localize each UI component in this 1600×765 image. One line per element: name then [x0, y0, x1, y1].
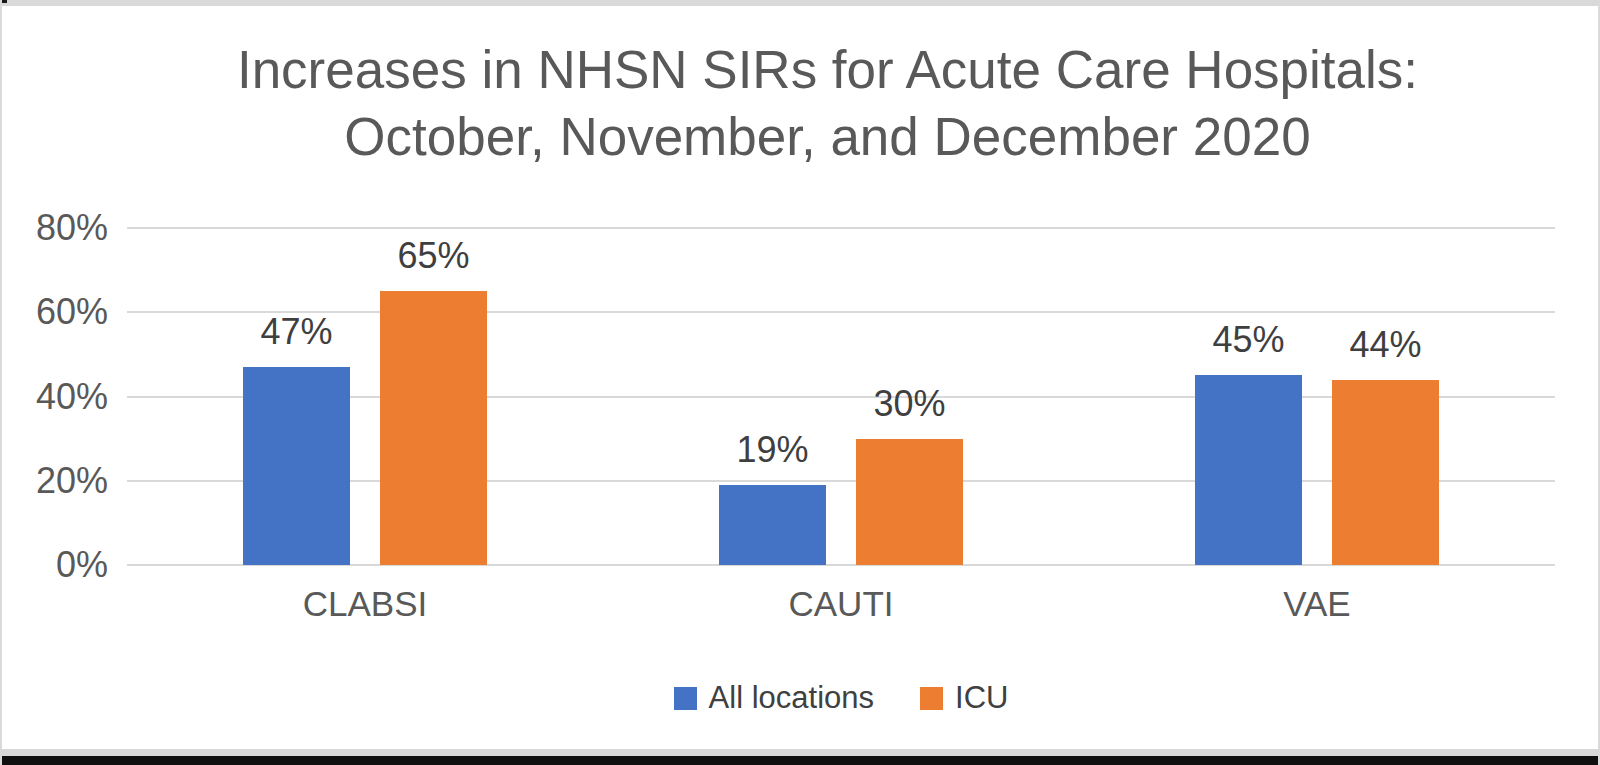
y-axis-tick-label: 40% — [2, 376, 108, 418]
x-axis-category-labels: CLABSI CAUTI VAE — [127, 585, 1555, 625]
y-axis-tick-label: 80% — [2, 207, 108, 249]
bottom-black-bar — [2, 756, 1598, 765]
y-axis: 0% 20% 40% 60% 80% — [2, 0, 108, 765]
legend-label: All locations — [709, 680, 874, 716]
category-label-vae: VAE — [1167, 585, 1467, 623]
chart-title: Increases in NHSN SIRs for Acute Care Ho… — [102, 36, 1553, 170]
bar-group-clabsi-all-locations: 47% — [243, 228, 350, 565]
bar-vae-all-locations — [1195, 375, 1302, 565]
y-axis-tick-label: 60% — [2, 291, 108, 333]
plot-area: 47%65%19%30%45%44% — [127, 228, 1555, 565]
bar-group-vae-all-locations: 45% — [1195, 228, 1302, 565]
data-label: 19% — [659, 429, 886, 471]
bar-cauti-all-locations — [719, 485, 826, 565]
chart-title-line2: October, November, and December 2020 — [102, 103, 1553, 170]
top-border-strip — [2, 0, 1598, 6]
chart-image: Increases in NHSN SIRs for Acute Care Ho… — [0, 0, 1600, 765]
data-label: 30% — [796, 383, 1023, 425]
data-label: 65% — [320, 235, 547, 277]
data-label: 47% — [183, 311, 410, 353]
legend-swatch-icon — [674, 687, 697, 710]
legend-swatch-icon — [920, 687, 943, 710]
data-label: 44% — [1272, 324, 1499, 366]
bar-group-cauti-icu: 30% — [856, 228, 963, 565]
legend: All locations ICU — [127, 676, 1555, 720]
category-label-clabsi: CLABSI — [215, 585, 515, 623]
y-axis-tick-label: 20% — [2, 460, 108, 502]
bar-group-clabsi-icu: 65% — [380, 228, 487, 565]
bar-clabsi-all-locations — [243, 367, 350, 565]
bar-group-vae-icu: 44% — [1332, 228, 1439, 565]
legend-label: ICU — [955, 680, 1008, 716]
chart-title-line1: Increases in NHSN SIRs for Acute Care Ho… — [102, 36, 1553, 103]
category-label-cauti: CAUTI — [691, 585, 991, 623]
bottom-border-strip — [2, 749, 1598, 756]
y-axis-tick-label: 0% — [2, 544, 108, 586]
legend-item-icu: ICU — [920, 680, 1008, 716]
bar-vae-icu — [1332, 380, 1439, 565]
legend-item-all-locations: All locations — [674, 680, 874, 716]
